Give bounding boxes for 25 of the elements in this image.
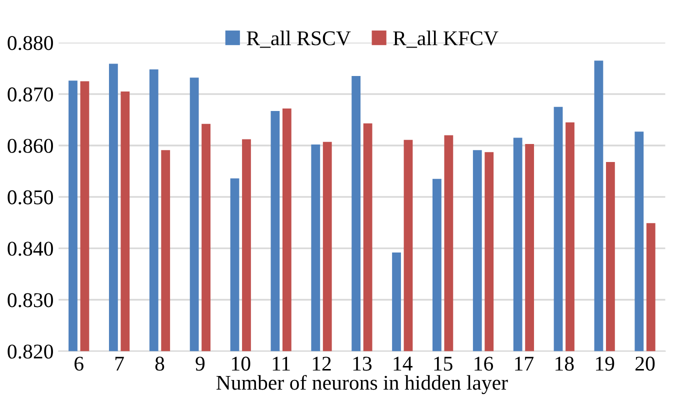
- x-tick-label: 6: [74, 356, 84, 371]
- x-tick-label: 11: [272, 356, 290, 371]
- x-tick-label: 14: [394, 356, 412, 371]
- legend-label: R_all KFCV: [393, 30, 498, 48]
- y-tick-label: 0.850: [8, 190, 53, 204]
- y-tick-label: 0.880: [8, 36, 53, 50]
- x-axis-title: Number of neurons in hidden layer: [216, 374, 508, 394]
- x-tick-label: 12: [312, 356, 331, 371]
- x-tick-label: 13: [353, 356, 372, 371]
- x-tick-label: 9: [196, 356, 205, 371]
- y-tick-label: 0.830: [8, 293, 53, 308]
- x-tick-label: 8: [155, 356, 164, 371]
- x-tick-label: 17: [515, 356, 534, 371]
- y-tick-label: 0.840: [8, 242, 53, 256]
- y-tick-label: 0.860: [8, 138, 53, 154]
- x-tick-label: 7: [115, 356, 124, 371]
- x-tick-label: 18: [556, 356, 574, 371]
- x-tick-label: 10: [232, 356, 250, 371]
- x-tick-label: 19: [596, 356, 614, 371]
- y-tick-label: 0.820: [8, 344, 53, 359]
- y-tick-label: 0.870: [8, 87, 53, 102]
- legend-label: R_all RSCV: [246, 30, 351, 48]
- x-tick-label: 16: [474, 356, 494, 371]
- x-tick-label: 20: [636, 356, 655, 371]
- x-tick-label: 15: [434, 356, 452, 371]
